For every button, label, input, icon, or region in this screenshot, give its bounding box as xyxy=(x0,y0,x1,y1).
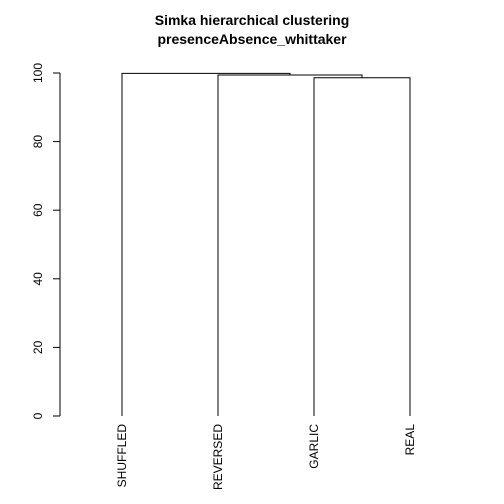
dendrogram-tree xyxy=(121,72,411,416)
chart-title-line-2: presenceAbsence_whittaker xyxy=(157,31,347,47)
leaf-label-shuffled: SHUFFLED xyxy=(115,424,129,488)
y-tick-label-0: 0 xyxy=(31,412,45,419)
leaf-label-reversed: REVERSED xyxy=(211,424,225,490)
y-axis: 0 20 40 60 80 100 xyxy=(31,63,61,419)
chart-title-line-1: Simka hierarchical clustering xyxy=(154,12,350,28)
y-tick-label-60: 60 xyxy=(31,203,45,217)
leaf-label-garlic: GARLIC xyxy=(307,424,321,469)
y-tick-label-40: 40 xyxy=(31,272,45,286)
y-tick-label-20: 20 xyxy=(31,340,45,354)
merge-reversed-garlic-real xyxy=(217,74,363,416)
y-tick-label-100: 100 xyxy=(31,63,45,83)
merge-shuffled-reversed-garlic-real xyxy=(121,72,291,416)
leaf-label-real: REAL xyxy=(403,424,417,456)
y-tick-label-80: 80 xyxy=(31,135,45,149)
merge-garlic-real xyxy=(313,77,411,416)
leaf-labels: SHUFFLED REVERSED GARLIC REAL xyxy=(115,424,417,490)
